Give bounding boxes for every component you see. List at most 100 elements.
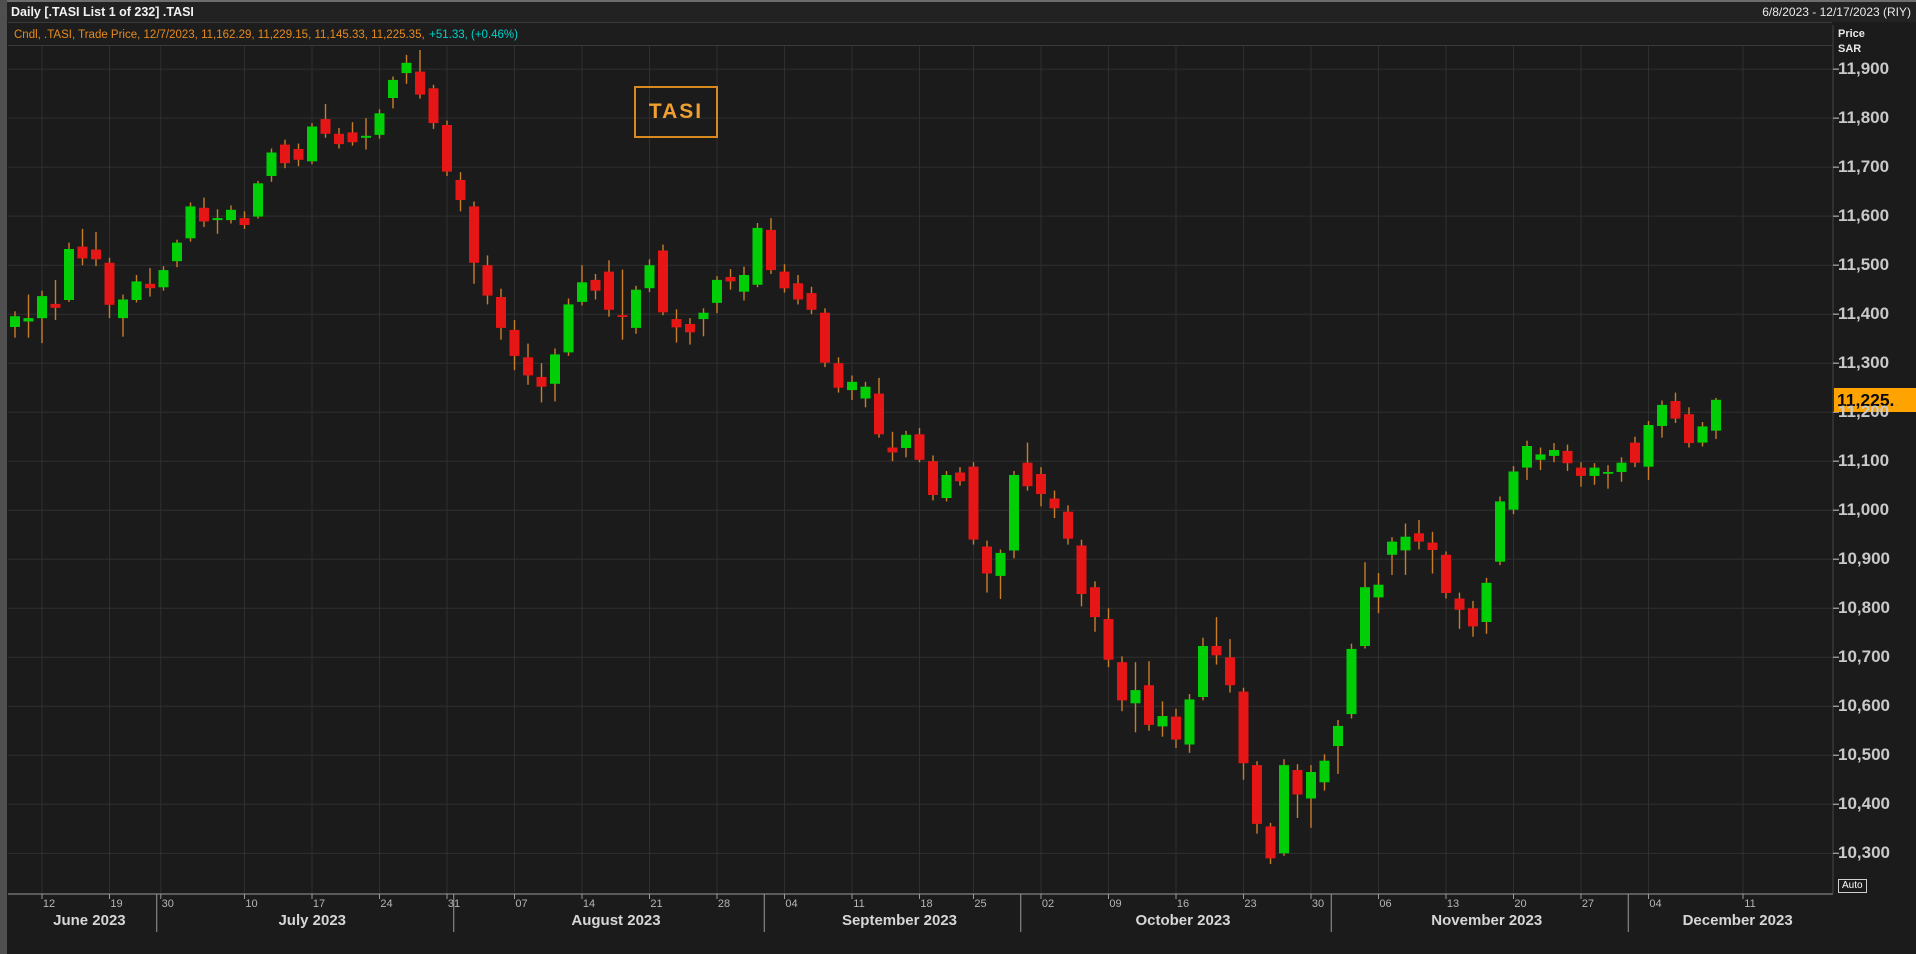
price-axis-title-line1: Price <box>1838 28 1865 40</box>
candle <box>1468 600 1478 637</box>
time-axis-tick-label: 20 <box>1514 898 1527 910</box>
candle-body-down <box>1414 533 1424 542</box>
plot-area[interactable] <box>7 2 1916 954</box>
candle-body-down <box>604 271 614 310</box>
candle-body-down <box>887 447 898 453</box>
candle-body-down <box>469 206 479 263</box>
candle <box>1576 462 1586 487</box>
candle-body-up <box>1508 471 1519 510</box>
price-axis-tick-label: 10,700 <box>1838 647 1890 667</box>
time-axis-tick-label: 07 <box>515 898 528 910</box>
candle <box>1535 447 1546 471</box>
price-axis-tick-label: 10,400 <box>1838 794 1890 814</box>
candle-body-up <box>995 552 1006 576</box>
candle-body-up <box>1157 716 1168 727</box>
price-axis-tick-label: 11,700 <box>1838 157 1890 177</box>
candle-body-down <box>1036 474 1046 495</box>
candle <box>1427 531 1438 574</box>
candle <box>1279 759 1289 856</box>
candle <box>1333 720 1343 774</box>
candle <box>955 467 965 486</box>
candle-body-down <box>496 297 506 328</box>
candle-body-down <box>334 133 344 145</box>
candle-body-down <box>793 283 803 300</box>
candle <box>833 357 844 393</box>
candle <box>1049 490 1060 519</box>
price-axis-tick-label: 11,600 <box>1838 206 1890 226</box>
candle-body-down <box>91 249 101 260</box>
candle <box>1670 392 1681 423</box>
candle-body-down <box>1117 662 1127 701</box>
candle-body-down <box>482 265 493 296</box>
time-axis-tick-label: 13 <box>1446 898 1460 910</box>
candle-body-down <box>1225 657 1235 686</box>
candle-body-down <box>280 144 290 164</box>
candle <box>766 218 776 274</box>
candle-body-up <box>226 209 236 221</box>
time-axis-tick-label: 04 <box>785 898 798 910</box>
candle <box>158 266 169 291</box>
candle-body-down <box>1562 450 1573 464</box>
candle-body-up <box>1279 765 1289 854</box>
month-label: November 2023 <box>1431 912 1543 929</box>
candle <box>1225 639 1235 693</box>
candle <box>1144 661 1154 731</box>
candle-body-up <box>1711 399 1721 431</box>
candle <box>361 118 371 150</box>
candle <box>1103 608 1114 668</box>
candle-body-up <box>388 79 398 98</box>
candle <box>928 455 938 501</box>
candle-body-up <box>1333 725 1343 746</box>
candle <box>1495 496 1505 566</box>
candle-body-down <box>968 466 979 540</box>
candle <box>1616 457 1627 482</box>
candle <box>658 244 668 316</box>
title-bar: Daily [.TASI List 1 of 232] .TASI 6/8/20… <box>7 2 1916 22</box>
candle-body-down <box>1090 587 1100 618</box>
window-frame-top <box>0 0 1916 2</box>
candle <box>1063 505 1073 545</box>
candle-body-up <box>64 249 74 300</box>
candle-body-up <box>1589 467 1600 476</box>
candle-body-up <box>644 265 655 289</box>
candle <box>1684 407 1694 448</box>
candle-body-up <box>307 126 317 162</box>
candlestick-chart[interactable] <box>7 2 1916 954</box>
month-label: December 2023 <box>1682 912 1793 929</box>
candle-body-down <box>1670 401 1681 419</box>
candle-body-up <box>1400 536 1411 551</box>
candle-body-up <box>1697 426 1708 443</box>
time-axis-tick-label: 18 <box>920 898 933 910</box>
candle-body-up <box>631 289 641 328</box>
candle-body-up <box>1387 541 1397 555</box>
candle-body-up <box>401 62 412 74</box>
candle <box>941 471 952 502</box>
candle-body-down <box>509 329 520 356</box>
candle-body-up <box>1360 587 1370 646</box>
candle <box>1441 551 1451 599</box>
candle <box>1130 662 1141 733</box>
candle-body-down <box>874 393 884 435</box>
candle <box>563 298 574 356</box>
candle-body-down <box>320 119 331 134</box>
price-axis-tick-label: 11,400 <box>1838 304 1890 324</box>
date-range-label: 6/8/2023 - 12/17/2023 (RIY) <box>1762 5 1911 19</box>
time-axis-tick-label: 21 <box>650 898 663 910</box>
candle <box>415 50 425 99</box>
candle <box>739 266 749 301</box>
candle-body-up <box>1643 425 1654 467</box>
candle <box>482 255 493 305</box>
instrument-annotation-label[interactable]: TASI <box>634 86 718 138</box>
auto-scale-button[interactable]: Auto <box>1838 879 1867 893</box>
candle <box>914 427 925 463</box>
candle-body-down <box>293 149 304 160</box>
candle-body-up <box>1373 584 1384 598</box>
last-price-marker: 11,225. <box>1834 387 1916 412</box>
candle <box>226 205 236 224</box>
time-axis-tick-label: 30 <box>161 898 174 910</box>
candle-body-down <box>442 125 452 172</box>
candle-body-down <box>347 132 358 143</box>
candle <box>347 122 358 146</box>
candle <box>1603 465 1613 489</box>
candle-body-up <box>158 270 169 288</box>
